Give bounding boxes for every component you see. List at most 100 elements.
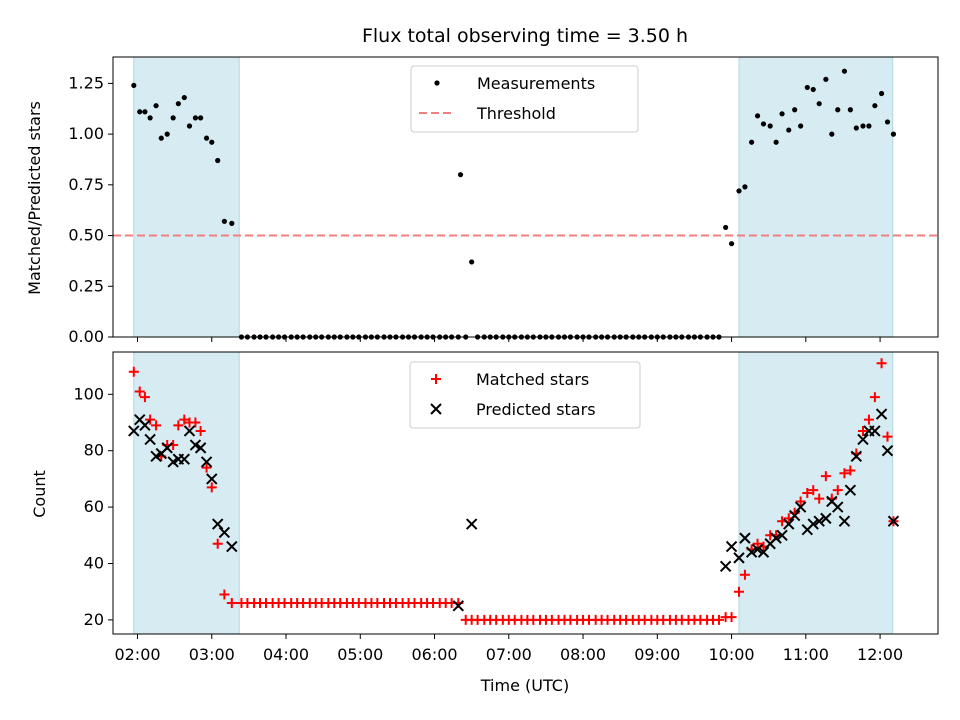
top-measurement-point [198, 115, 204, 121]
predicted-star-point [751, 543, 764, 556]
top-ytick-label: 1.00 [68, 124, 104, 143]
predicted-star-point [807, 518, 819, 530]
top-legend [410, 65, 639, 133]
matched-star-point [134, 386, 145, 397]
predicted-star-point [844, 484, 857, 496]
top-measurement-point [175, 101, 181, 107]
matched-star-point [713, 614, 724, 625]
bottom-xtick-label: 07:00 [486, 645, 532, 664]
predicted-star-point [770, 532, 782, 544]
top-measurement-point [754, 113, 761, 119]
legend-predicted-marker [430, 403, 442, 415]
predicted-star-point [794, 501, 807, 513]
bottom-xtick-label: 10:00 [709, 645, 755, 664]
predicted-star-point [838, 515, 851, 527]
matched-star-point [752, 538, 763, 549]
matched-star-point [179, 414, 190, 425]
matched-star-point [226, 597, 237, 608]
matched-star-point [795, 496, 806, 507]
bottom-xtick-label: 06:00 [411, 645, 457, 664]
top-panel: Matched/Predicted stars 0.00 0.25 0.50 0.75… [25, 56, 939, 346]
predicted-star-point [725, 540, 738, 553]
top-measurement-point [186, 123, 193, 129]
matched-star-point [802, 488, 813, 498]
matched-star-point [863, 414, 874, 425]
top-shaded-region [738, 56, 894, 338]
predicted-star-point [832, 501, 844, 513]
predicted-star-point [194, 442, 207, 454]
bottom-ytick-label: 20 [84, 610, 104, 629]
top-axes-frame [112, 56, 939, 338]
matched-star-point [882, 431, 893, 442]
top-measurement-point [792, 107, 798, 113]
predicted-star-point [783, 518, 795, 530]
top-measurement-point [872, 103, 878, 109]
matched-star-point [212, 538, 223, 549]
matched-star-point [128, 366, 139, 377]
predicted-star-point [757, 546, 770, 558]
bottom-shaded-region [738, 351, 894, 635]
predicted-star-point [813, 515, 825, 527]
bottom-xtick-label: 08:00 [560, 645, 606, 664]
bottom-xlabel: Time (UTC) [480, 676, 569, 695]
bottom-xtick-label: 03:00 [189, 645, 235, 664]
top-measurement-point [142, 109, 148, 115]
predicted-star-point [161, 442, 173, 454]
predicted-star-point [178, 453, 190, 465]
top-measurement-point [170, 115, 176, 121]
top-measurement-point [804, 84, 810, 91]
predicted-star-point [719, 560, 732, 573]
top-measurement-point [760, 121, 767, 127]
predicted-star-point [218, 526, 231, 539]
predicted-star-point [211, 518, 224, 530]
matched-star-point [151, 420, 162, 431]
top-measurement-point [829, 131, 835, 137]
predicted-star-point [776, 529, 788, 542]
top-measurement-point [723, 224, 729, 231]
top-measurement-point [810, 86, 816, 93]
predicted-star-point [226, 540, 238, 553]
top-legend-label: Measurements [477, 74, 595, 93]
predicted-star-point [850, 450, 863, 463]
bottom-shaded-region [133, 351, 240, 635]
top-ytick-label: 1.25 [68, 73, 104, 92]
top-measurement-point [773, 139, 779, 145]
top-measurement-point [736, 188, 742, 194]
matched-star-point [733, 586, 744, 597]
matched-star-point [206, 482, 217, 493]
matched-star-point [839, 468, 850, 479]
predicted-star-point [206, 473, 218, 485]
top-measurement-point [749, 139, 755, 145]
matched-star-point [858, 425, 868, 436]
predicted-star-point [739, 532, 751, 544]
bottom-ytick-label: 80 [84, 441, 104, 460]
top-measurement-point [728, 241, 735, 247]
top-measurement-point [181, 94, 187, 101]
bottom-ytick-label: 60 [84, 497, 104, 516]
bottom-panel: Count Time (UTC) 20 40 60 80 100 02:00 03:00 04… [30, 351, 939, 695]
matched-star-point [820, 471, 831, 482]
bottom-xtick-label: 05:00 [337, 645, 383, 664]
top-measurement-point [137, 109, 143, 115]
top-measurement-point [860, 123, 866, 129]
top-measurement-point [890, 131, 897, 137]
top-measurement-point [192, 115, 199, 121]
top-legend-label: Threshold [476, 104, 556, 123]
matched-star-point [876, 358, 887, 369]
bottom-xtick-label: 12:00 [857, 645, 903, 664]
top-measurement-point [158, 135, 164, 141]
top-measurement-point [164, 131, 170, 137]
bottom-xtick-label: 04:00 [263, 645, 309, 664]
predicted-star-point [128, 425, 140, 437]
figure-title: Flux total observing time = 3.50 h [362, 25, 688, 47]
predicted-star-point [820, 512, 832, 525]
top-measurement-point [798, 123, 804, 129]
matched-star-point [173, 420, 184, 431]
top-measurement-point [884, 119, 891, 125]
matched-star-point [808, 485, 819, 496]
top-measurement-point [147, 115, 153, 121]
legend-measurement-marker [434, 80, 440, 86]
top-measurement-point [866, 123, 872, 129]
top-measurement-point [816, 101, 822, 107]
